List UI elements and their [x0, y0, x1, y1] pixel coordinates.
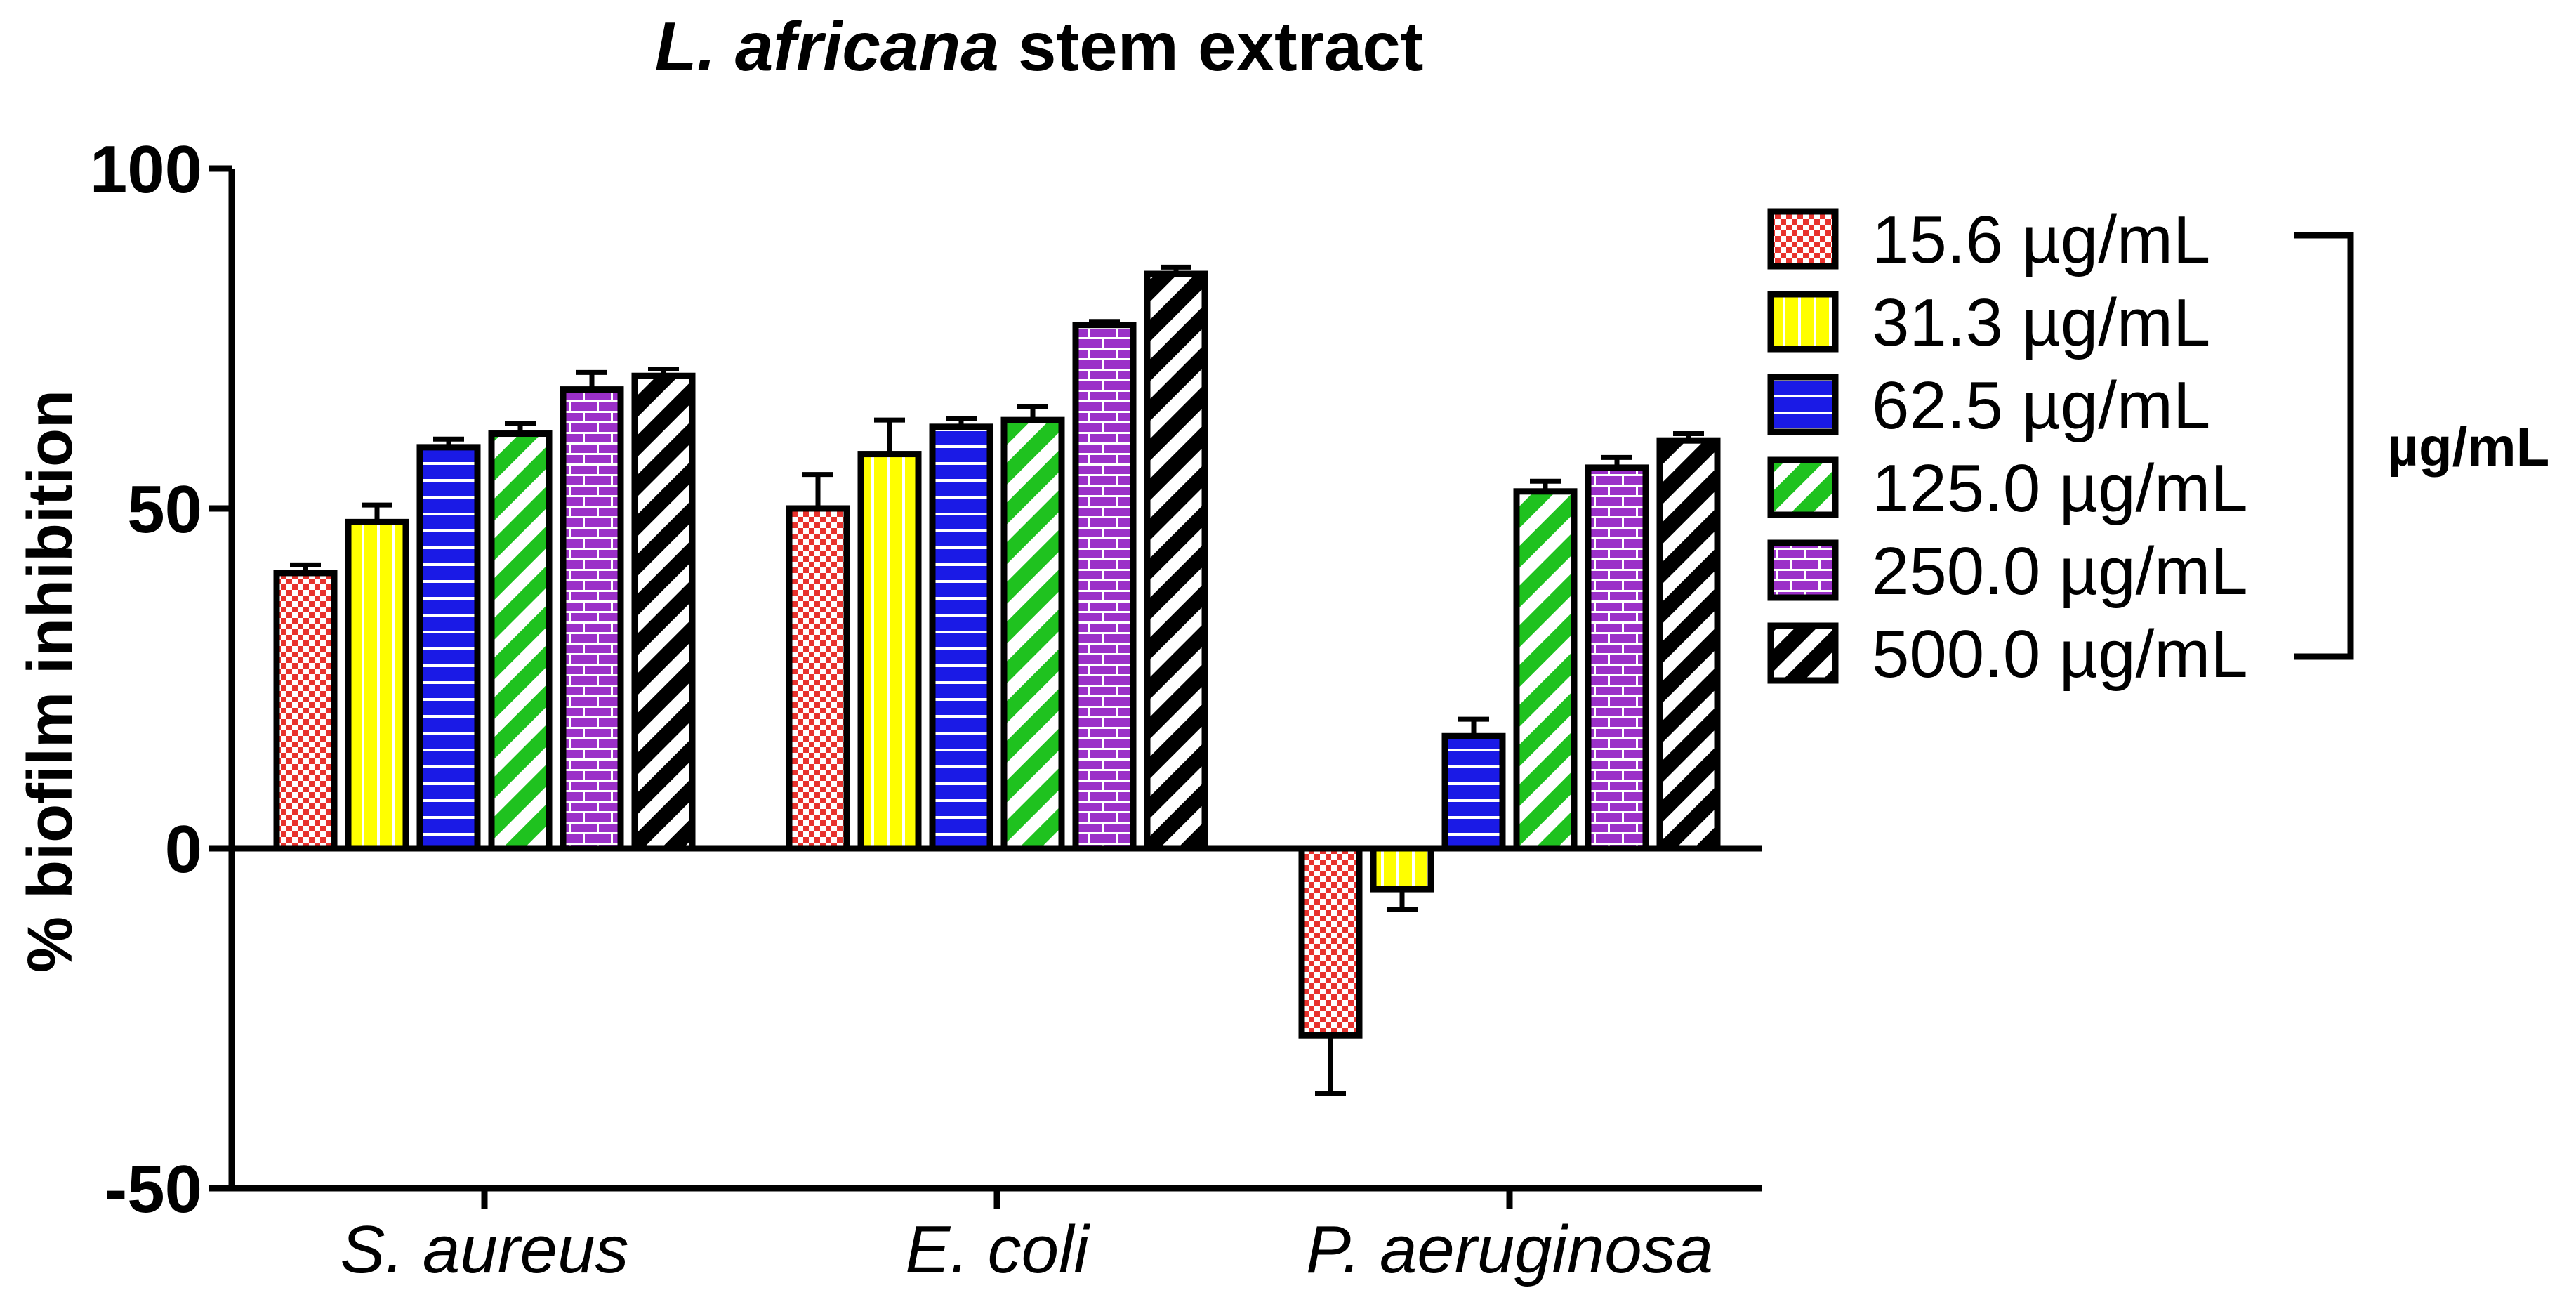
bar [786, 505, 850, 852]
bar [857, 451, 922, 852]
bar [1144, 270, 1208, 852]
x-category-label: E. coli [905, 1212, 1090, 1287]
legend-swatch [1767, 291, 1839, 353]
bar [1370, 845, 1434, 893]
legend-label: 31.3 µg/mL [1872, 285, 2210, 360]
y-axis-title: % biofilm inhibition [15, 390, 86, 973]
bar [416, 444, 481, 852]
legend-label: 62.5 µg/mL [1872, 368, 2210, 443]
bar [929, 423, 993, 852]
bar [1298, 845, 1363, 1039]
bar [560, 386, 624, 852]
legend-label: 15.6 µg/mL [1872, 202, 2210, 277]
bar [273, 570, 338, 852]
bar [488, 430, 553, 852]
plot-area: -50 0 50 100 S. aureus E. coli P. aeruginosa [90, 132, 1762, 1287]
bar [631, 372, 696, 852]
bar [1585, 464, 1649, 852]
legend-swatch [1767, 622, 1839, 684]
bar [1072, 322, 1137, 852]
chart-title: L. africana stem extract [655, 8, 1424, 85]
legend: 15.6 µg/mL 31.3 µg/mL 62.5 µg/mL 125.0 µg/m… [1767, 202, 2549, 692]
y-tick-label: 0 [165, 812, 202, 887]
x-category-label: S. aureus [341, 1212, 629, 1287]
legend-label: 500.0 µg/mL [1872, 617, 2248, 692]
bar [345, 518, 409, 852]
y-tick-label: 50 [127, 472, 202, 547]
x-category-label: P. aeruginosa [1306, 1212, 1713, 1287]
legend-swatch [1767, 456, 1839, 518]
y-tick-label: -50 [105, 1152, 202, 1227]
legend-bracket-label: µg/mL [2387, 416, 2549, 478]
y-tick-label: 100 [90, 132, 202, 207]
bar [1513, 488, 1578, 852]
legend-swatch [1767, 539, 1839, 601]
bar [1441, 732, 1506, 852]
legend-swatch [1767, 208, 1839, 270]
legend-label: 125.0 µg/mL [1872, 451, 2248, 526]
legend-swatch [1767, 374, 1839, 435]
legend-bracket [2294, 232, 2354, 660]
bar [1000, 416, 1065, 852]
bar [1656, 437, 1721, 852]
legend-label: 250.0 µg/mL [1872, 534, 2248, 609]
